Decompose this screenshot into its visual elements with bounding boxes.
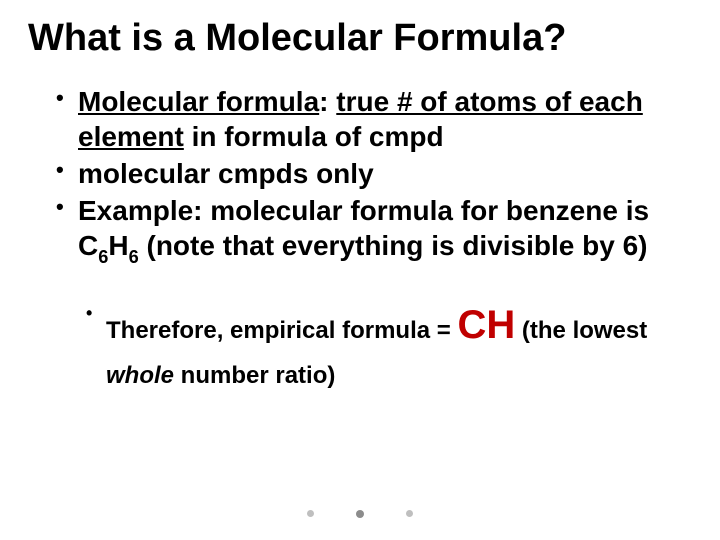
definition-rest: in formula of cmpd [184,121,444,152]
sub-bullet-list: Therefore, empirical formula = CH (the l… [28,293,692,395]
subscript-6a: 6 [98,247,108,267]
sub-text-b: (the lowest [515,317,647,344]
sub-text-a: Therefore, empirical formula = [106,317,457,344]
sub-bullet-empirical: Therefore, empirical formula = CH (the l… [86,293,692,395]
pager-dot [406,510,413,517]
pager-dot [307,510,314,517]
bullet-scope: molecular cmpds only [56,156,692,191]
bullet-example: Example: molecular formula for benzene i… [56,193,692,267]
pager-dots [307,510,413,518]
pager-dot-active [356,510,364,518]
sub-text-whole: whole [106,362,174,389]
main-bullet-list: Molecular formula: true # of atoms of ea… [28,84,692,267]
page-title: What is a Molecular Formula? [28,18,692,60]
bullet-definition: Molecular formula: true # of atoms of ea… [56,84,692,154]
empirical-formula-ch: CH [457,303,515,347]
term-molecular-formula: Molecular formula [78,86,319,117]
subscript-6b: 6 [129,247,139,267]
example-text-c: (note that everything is divisible by 6) [139,230,648,261]
example-text-b: H [108,230,128,261]
sub-text-c: number ratio) [174,362,335,389]
colon: : [319,86,336,117]
